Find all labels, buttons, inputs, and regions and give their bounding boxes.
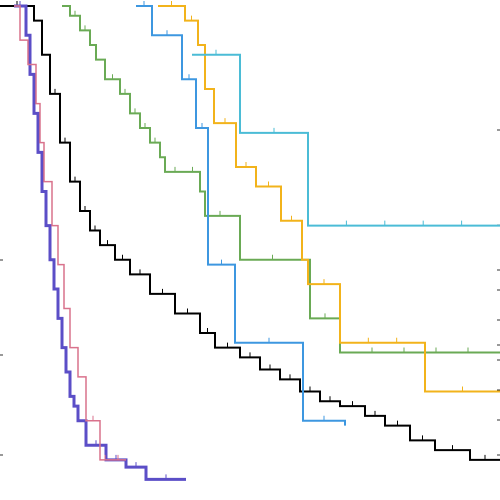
series-line-3 bbox=[14, 5, 126, 461]
series-line-7 bbox=[192, 53, 500, 227]
series-line-2 bbox=[14, 4, 186, 481]
series-line-5 bbox=[136, 5, 346, 426]
series-line-4 bbox=[62, 5, 500, 354]
series-line-6 bbox=[158, 5, 500, 393]
